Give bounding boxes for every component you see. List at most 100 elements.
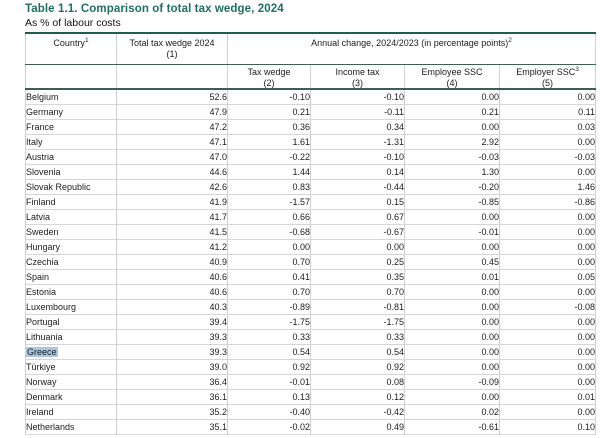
table-header: Country1 Total tax wedge 2024 (1) Annual… [25,33,597,90]
country-footnote-marker: 1 [84,37,89,44]
country-label: Luxembourg [26,302,77,312]
col-header-total-tax-wedge: Total tax wedge 2024 (1) [116,33,228,65]
value-cell: 47.2 [116,119,228,135]
annual-change-footnote-marker: 2 [508,37,512,44]
table-body: Belgium 52.6 -0.10 -0.10 0.00 0.00 Germany 47.9… [25,89,597,435]
country-label: Sweden [26,227,59,237]
value-cell: -0.44 [310,179,405,195]
value-cell: 0.12 [310,389,405,405]
value-cell: 0.33 [227,329,311,345]
value-cell: 0.13 [227,389,311,405]
value-cell: 0.67 [310,209,405,225]
country-cell: Türkiye [25,359,117,375]
value-cell: 0.11 [498,104,597,120]
value-cell: 0.33 [310,329,405,345]
table-row: Ireland 35.2 -0.40 -0.42 0.02 0.00 [25,404,597,420]
value-cell: 0.00 [498,329,597,345]
country-cell: Latvia [25,209,117,225]
value-cell: -0.20 [404,179,500,195]
value-cell: 0.03 [498,119,597,135]
value-cell: 0.00 [498,344,597,360]
value-cell: 1.61 [227,134,311,150]
value-cell: -0.03 [404,149,500,165]
country-label: Hungary [26,242,61,252]
country-label: Estonia [26,287,57,297]
value-cell: 0.02 [404,404,500,420]
country-cell: Portugal [25,314,117,330]
value-cell: 0.36 [227,119,311,135]
country-cell: Slovenia [25,164,117,180]
col-header-annual-change: Annual change, 2024/2023 (in percentage … [226,33,597,65]
value-cell: 0.92 [227,359,311,375]
table-row: Greece 39.3 0.54 0.54 0.00 0.00 [25,344,597,360]
table-title: Table 1.1. Comparison of total tax wedge… [25,3,284,15]
table-row: Austria 47.0 -0.22 -0.10 -0.03 -0.03 [25,149,597,165]
value-cell: 0.34 [310,119,405,135]
country-cell: Spain [25,269,117,285]
country-label: Slovak Republic [26,182,91,192]
value-cell: 0.00 [404,299,500,315]
value-cell: -1.75 [227,314,311,330]
country-label: Lithuania [26,332,63,342]
value-cell: 36.1 [116,389,228,405]
value-cell: 0.70 [227,254,311,270]
value-cell: 0.41 [227,269,311,285]
country-cell: Netherlands [25,419,117,435]
value-cell: 0.14 [310,164,405,180]
value-cell: 41.9 [116,194,228,210]
value-cell: 0.00 [404,119,500,135]
country-label: Denmark [26,392,63,402]
empty-header-cell [25,64,117,90]
value-cell: 0.00 [310,239,405,255]
tax-wedge-table: Country1 Total tax wedge 2024 (1) Annual… [25,32,597,435]
value-cell: 0.54 [227,344,311,360]
value-cell: 0.05 [498,269,597,285]
col-header-employer-ssc-label: Employer SSC [516,67,576,77]
value-cell: 0.66 [227,209,311,225]
value-cell: 0.83 [227,179,311,195]
table-subtitle: As % of labour costs [25,17,121,29]
value-cell: 41.2 [116,239,228,255]
value-cell: 0.00 [404,209,500,225]
country-label: Latvia [26,212,51,222]
value-cell: 0.92 [310,359,405,375]
value-cell: 39.3 [116,344,228,360]
value-cell: 42.6 [116,179,228,195]
value-cell: 0.21 [404,104,500,120]
country-label: Germany [26,107,64,117]
value-cell: 0.00 [498,374,597,390]
country-cell: Greece [25,344,117,360]
col-header-income-tax: Income tax (3) [310,64,405,90]
country-label: Spain [26,272,50,282]
table-row: Norway 36.4 -0.01 0.08 -0.09 0.00 [25,374,597,390]
country-label: Netherlands [26,422,75,432]
value-cell: 39.0 [116,359,228,375]
table-row: Finland 41.9 -1.57 0.15 -0.85 -0.86 [25,194,597,210]
country-cell: Finland [25,194,117,210]
value-cell: 0.00 [498,404,597,420]
empty-header-cell [116,64,228,90]
col-header-annual-change-label: Annual change, 2024/2023 (in percentage … [311,38,509,48]
value-cell: 0.00 [404,314,500,330]
col-header-total-number: (1) [166,49,178,59]
value-cell: 0.49 [310,419,405,435]
country-cell: Lithuania [25,329,117,345]
value-cell: 0.00 [227,239,311,255]
value-cell: -0.81 [310,299,405,315]
table-row: Luxembourg 40.3 -0.89 -0.81 0.00 -0.08 [25,299,597,315]
table-row: Slovak Republic 42.6 0.83 -0.44 -0.20 1.46 [25,179,597,195]
value-cell: -0.67 [310,224,405,240]
country-cell: France [25,119,117,135]
value-cell: 0.00 [498,359,597,375]
table-row: Italy 47.1 1.61 -1.31 2.92 0.00 [25,134,597,150]
table-row: Spain 40.6 0.41 0.35 0.01 0.05 [25,269,597,285]
country-cell: Estonia [25,284,117,300]
value-cell: 1.44 [227,164,311,180]
value-cell: -0.89 [227,299,311,315]
country-cell: Denmark [25,389,117,405]
value-cell: 41.7 [116,209,228,225]
value-cell: 47.0 [116,149,228,165]
country-cell: Slovak Republic [25,179,117,195]
value-cell: -0.10 [310,89,405,105]
